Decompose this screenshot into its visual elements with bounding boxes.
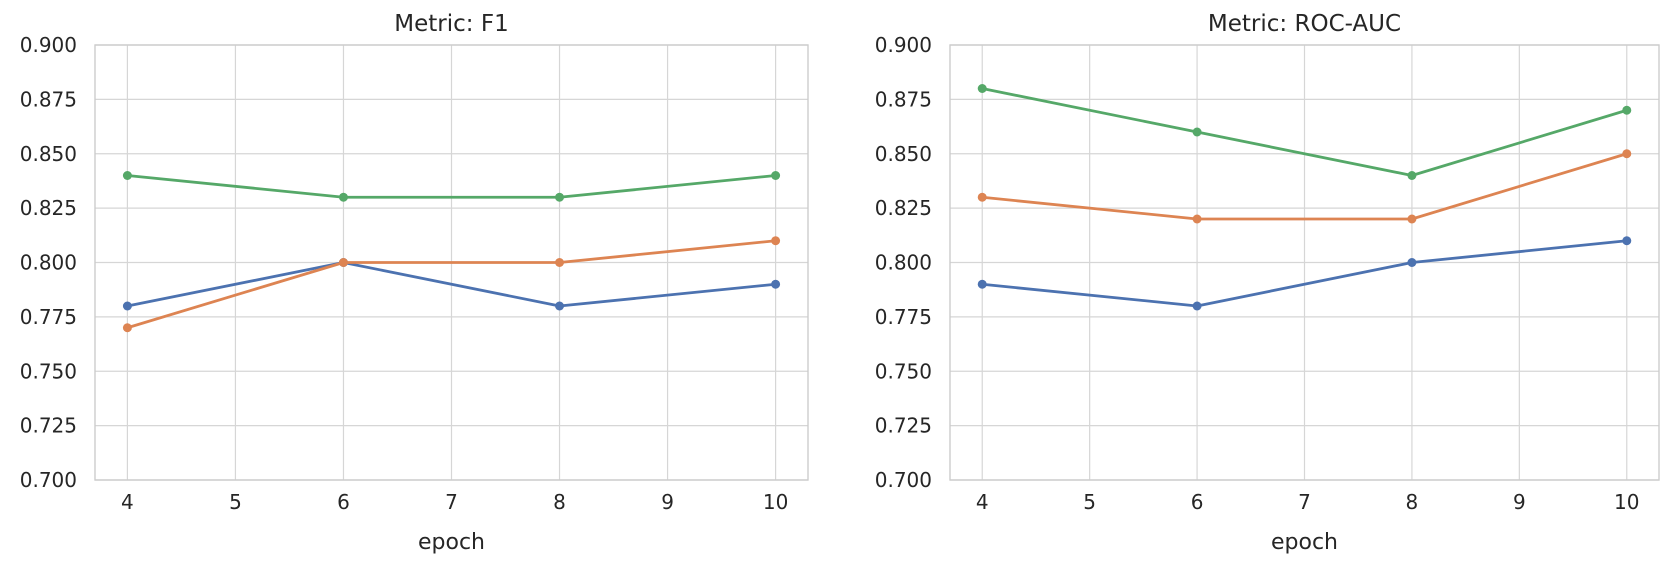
x-tick-label: 4 (976, 490, 989, 514)
y-tick-label: 0.725 (20, 414, 77, 438)
chart-title: Metric: F1 (394, 11, 508, 37)
marker-series-green (555, 192, 565, 202)
marker-series-blue (555, 301, 565, 311)
marker-series-orange (122, 323, 132, 333)
x-axis-label: epoch (1271, 530, 1338, 555)
marker-series-orange (338, 258, 348, 267)
x-tick-label: 8 (1406, 490, 1419, 514)
x-tick-label: 8 (553, 490, 566, 514)
y-tick-label: 0.875 (20, 87, 77, 111)
chart-title: Metric: ROC-AUC (1208, 11, 1401, 37)
y-tick-label: 0.775 (20, 305, 77, 329)
marker-series-green (338, 192, 348, 202)
x-tick-label: 4 (121, 490, 134, 514)
x-tick-label: 10 (763, 490, 788, 514)
marker-series-green (977, 84, 987, 93)
series-line-series-orange (980, 152, 1629, 221)
marker-series-green (1407, 171, 1417, 180)
marker-series-green (771, 171, 781, 180)
axes-border (949, 44, 1660, 481)
y-tick-label: 0.800 (20, 251, 77, 275)
series-line-series-blue (980, 239, 1629, 308)
y-tick-label: 0.700 (875, 468, 932, 492)
marker-series-blue (1407, 258, 1417, 267)
y-tick-label: 0.800 (875, 251, 932, 275)
marker-series-blue (771, 279, 781, 289)
marker-series-orange (555, 258, 565, 267)
y-tick-label: 0.850 (20, 142, 77, 166)
marker-series-blue (1622, 236, 1632, 246)
marker-series-orange (1622, 149, 1632, 159)
y-tick-label: 0.875 (875, 87, 932, 111)
marker-series-green (1192, 127, 1202, 137)
y-tick-label: 0.750 (875, 359, 932, 383)
y-tick-label: 0.750 (20, 359, 77, 383)
axes-border (94, 44, 809, 481)
marker-series-blue (122, 301, 132, 311)
x-tick-label: 9 (1513, 490, 1526, 514)
marker-series-orange (1407, 214, 1417, 224)
series-line-series-orange (126, 239, 777, 330)
x-tick-label: 10 (1614, 490, 1639, 514)
x-tick-label: 5 (1083, 490, 1096, 514)
y-tick-label: 0.900 (875, 33, 932, 57)
marker-series-orange (977, 192, 987, 202)
x-tick-label: 9 (661, 490, 674, 514)
marker-series-blue (1192, 301, 1202, 311)
x-tick-label: 5 (229, 490, 242, 514)
y-tick-label: 0.825 (20, 196, 77, 220)
chart-f1: 0.900 0.875 0.850 0.825 0.800 0.775 0.750 0.725… (20, 11, 809, 555)
series-line-series-green (126, 174, 777, 199)
chart-roc-auc: 0.900 0.875 0.850 0.825 0.800 0.775 0.750 0.725… (875, 11, 1660, 555)
marker-series-green (122, 171, 132, 180)
series-line-series-green (980, 87, 1629, 177)
series-line-series-blue (126, 261, 777, 308)
x-tick-label: 7 (1298, 490, 1311, 514)
marker-series-orange (1192, 214, 1202, 224)
x-axis-label: epoch (418, 530, 485, 555)
y-tick-label: 0.900 (20, 33, 77, 57)
y-tick-label: 0.725 (875, 414, 932, 438)
marker-series-green (1622, 105, 1632, 115)
y-tick-label: 0.775 (875, 305, 932, 329)
x-tick-label: 6 (1191, 490, 1204, 514)
x-tick-label: 6 (337, 490, 350, 514)
y-tick-label: 0.700 (20, 468, 77, 492)
marker-series-blue (977, 279, 987, 289)
x-tick-label: 7 (445, 490, 458, 514)
marker-series-orange (771, 236, 781, 246)
y-tick-label: 0.850 (875, 142, 932, 166)
y-tick-label: 0.825 (875, 196, 932, 220)
